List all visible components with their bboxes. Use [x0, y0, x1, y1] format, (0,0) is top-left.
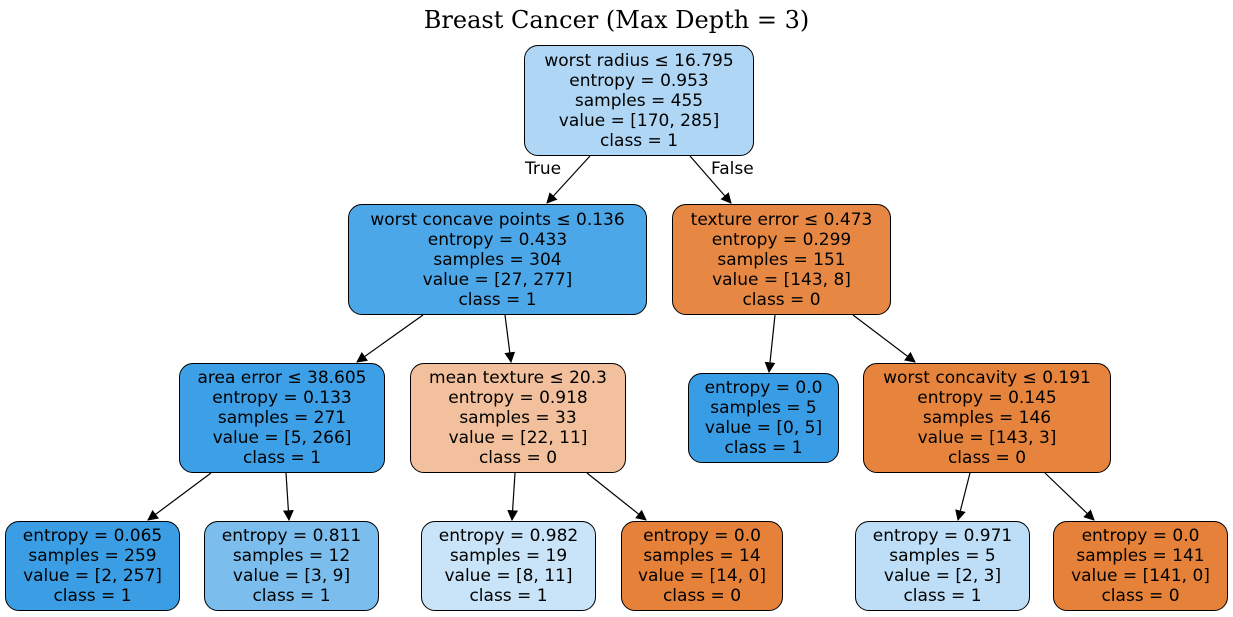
node-entropy: entropy = 0.133 [212, 388, 352, 408]
node-samples: samples = 151 [717, 249, 846, 270]
tree-leaf-n12: entropy = 0.0 samples = 141 value = [141… [1053, 521, 1228, 611]
node-entropy: entropy = 0.0 [643, 526, 761, 546]
node-samples: samples = 259 [28, 546, 157, 566]
node-value: value = [8, 11] [444, 566, 573, 586]
tree-leaf-n5: entropy = 0.0 samples = 5 value = [0, 5]… [688, 373, 839, 463]
node-class: class = 1 [252, 586, 331, 606]
tree-leaf-n7: entropy = 0.065 samples = 259 value = [2… [5, 521, 180, 611]
node-class: class = 0 [478, 448, 558, 468]
node-samples: samples = 141 [1076, 546, 1205, 566]
node-value: value = [141, 0] [1071, 566, 1210, 586]
tree-node-root: worst radius ≤ 16.795 entropy = 0.953 sa… [524, 45, 754, 156]
tree-leaf-n11: entropy = 0.971 samples = 5 value = [2, … [855, 521, 1030, 611]
edge-root-n1 [546, 155, 591, 204]
tree-node-worst-concave-points: worst concave points ≤ 0.136 entropy = 0… [348, 204, 647, 315]
node-class: class = 0 [662, 586, 742, 606]
node-class: class = 1 [469, 586, 548, 606]
tree-leaf-n9: entropy = 0.982 samples = 19 value = [8,… [421, 521, 596, 611]
edge-root-n2 [689, 155, 732, 204]
tree-leaf-n10: entropy = 0.0 samples = 14 value = [14, … [621, 521, 783, 611]
edge-label-false: False [711, 159, 754, 179]
node-split: worst concave points ≤ 0.136 [370, 209, 625, 230]
node-entropy: entropy = 0.811 [221, 526, 362, 546]
node-value: value = [0, 5] [704, 418, 823, 438]
node-entropy: entropy = 0.0 [1081, 526, 1200, 546]
node-entropy: entropy = 0.971 [872, 526, 1013, 546]
tree-node-texture-error: texture error ≤ 0.473 entropy = 0.299 sa… [672, 204, 891, 315]
edge-n6-n11 [955, 472, 971, 522]
tree-node-worst-concavity: worst concavity ≤ 0.191 entropy = 0.145 … [863, 363, 1111, 473]
node-value: value = [143, 3] [917, 428, 1057, 448]
node-split: area error ≤ 38.605 [197, 368, 367, 388]
tree-node-area-error: area error ≤ 38.605 entropy = 0.133 samp… [179, 363, 385, 473]
node-samples: samples = 304 [433, 249, 562, 270]
node-samples: samples = 33 [459, 408, 577, 428]
node-samples: samples = 5 [710, 398, 817, 418]
node-entropy: entropy = 0.299 [711, 229, 852, 250]
node-entropy: entropy = 0.982 [438, 526, 579, 546]
node-class: class = 1 [458, 289, 537, 310]
edge-n3-n7 [147, 472, 212, 521]
node-samples: samples = 14 [643, 546, 761, 566]
node-samples: samples = 146 [922, 408, 1052, 428]
node-samples: samples = 455 [574, 90, 704, 111]
node-class: class = 1 [724, 438, 803, 458]
node-samples: samples = 19 [449, 546, 568, 566]
node-samples: samples = 5 [889, 546, 996, 566]
node-split: worst concavity ≤ 0.191 [883, 368, 1091, 388]
edge-n3-n8 [282, 472, 294, 522]
node-class: class = 0 [1101, 586, 1180, 606]
edge-n4-n9 [507, 472, 519, 522]
edge-n2-n6 [852, 314, 916, 363]
node-class: class = 1 [53, 586, 132, 606]
diagram-title: Breast Cancer (Max Depth = 3) [423, 6, 810, 34]
edge-n2-n5 [764, 314, 776, 374]
edge-n1-n4 [504, 314, 516, 364]
node-samples: samples = 12 [232, 546, 351, 566]
node-value: value = [27, 277] [422, 269, 573, 290]
node-value: value = [5, 266] [212, 428, 352, 448]
node-class: class = 1 [599, 130, 679, 151]
edge-n6-n12 [1044, 472, 1095, 521]
node-entropy: entropy = 0.433 [427, 229, 568, 250]
edge-n4-n10 [586, 472, 647, 521]
node-value: value = [2, 3] [883, 566, 1002, 586]
node-value: value = [2, 257] [23, 566, 162, 586]
edge-label-true: True [525, 159, 562, 179]
edge-n1-n3 [356, 314, 424, 363]
node-class: class = 1 [242, 448, 322, 468]
node-entropy: entropy = 0.145 [917, 388, 1057, 408]
tree-node-mean-texture: mean texture ≤ 20.3 entropy = 0.918 samp… [410, 363, 626, 473]
node-class: class = 1 [903, 586, 982, 606]
node-entropy: entropy = 0.0 [704, 378, 823, 398]
node-value: value = [22, 11] [448, 428, 588, 448]
node-split: mean texture ≤ 20.3 [429, 368, 607, 388]
node-entropy: entropy = 0.918 [448, 388, 588, 408]
node-split: worst radius ≤ 16.795 [544, 50, 734, 71]
node-value: value = [3, 9] [232, 566, 351, 586]
node-entropy: entropy = 0.953 [569, 70, 709, 91]
node-entropy: entropy = 0.065 [22, 526, 163, 546]
node-value: value = [170, 285] [558, 110, 720, 131]
tree-leaf-n8: entropy = 0.811 samples = 12 value = [3,… [204, 521, 379, 611]
node-value: value = [143, 8] [712, 269, 851, 290]
node-value: value = [14, 0] [637, 566, 766, 586]
node-class: class = 0 [742, 289, 821, 310]
node-samples: samples = 271 [217, 408, 347, 428]
node-split: texture error ≤ 0.473 [690, 209, 873, 230]
node-class: class = 0 [947, 448, 1027, 468]
